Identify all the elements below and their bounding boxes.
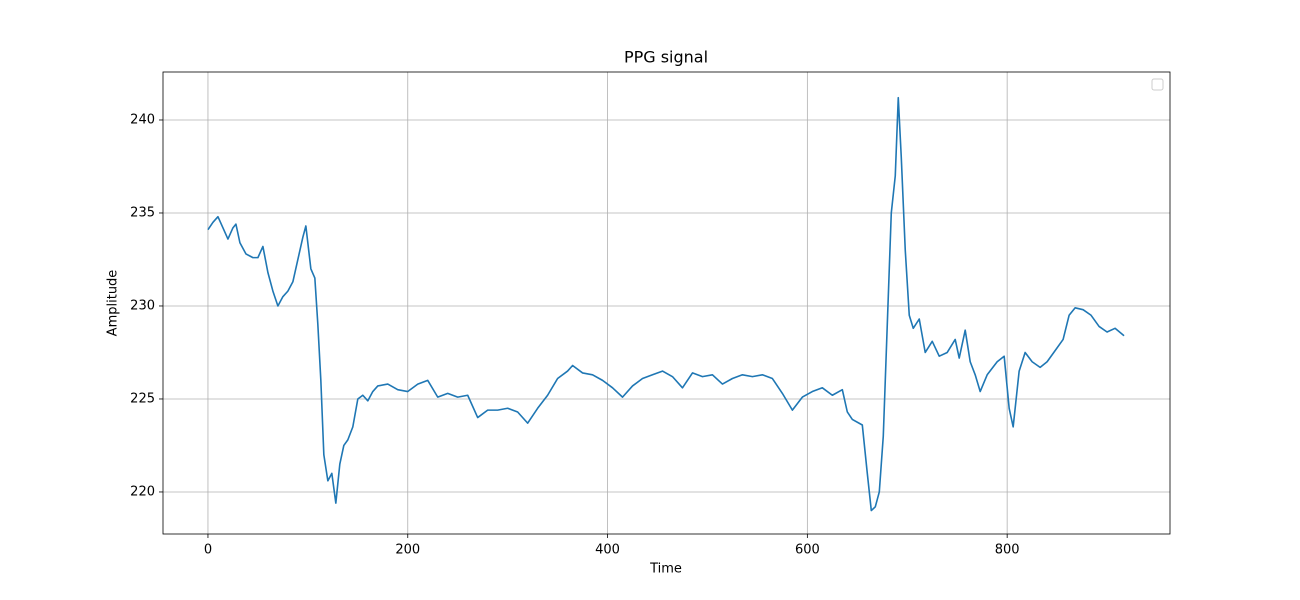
y-tick-label: 235 <box>130 205 155 220</box>
data-line <box>207 96 1125 512</box>
y-tick-label: 230 <box>130 298 155 313</box>
plot-frame <box>162 71 1171 535</box>
y-tick-label: 225 <box>130 391 155 406</box>
x-axis-label: Time <box>649 562 682 577</box>
y-axis-label: Amplitude <box>106 270 121 337</box>
y-tick-label: 220 <box>130 484 155 499</box>
chart-title: PPG signal <box>624 48 708 67</box>
x-tick-label: 800 <box>995 543 1020 558</box>
x-tick-label: 200 <box>395 543 420 558</box>
x-tick-label: 600 <box>795 543 820 558</box>
x-tick-label: 400 <box>595 543 620 558</box>
plot <box>207 96 1125 512</box>
legend <box>1151 78 1164 91</box>
x-tick-label: 0 <box>204 543 212 558</box>
y-tick-label: 240 <box>130 112 155 127</box>
grid <box>163 72 1170 534</box>
